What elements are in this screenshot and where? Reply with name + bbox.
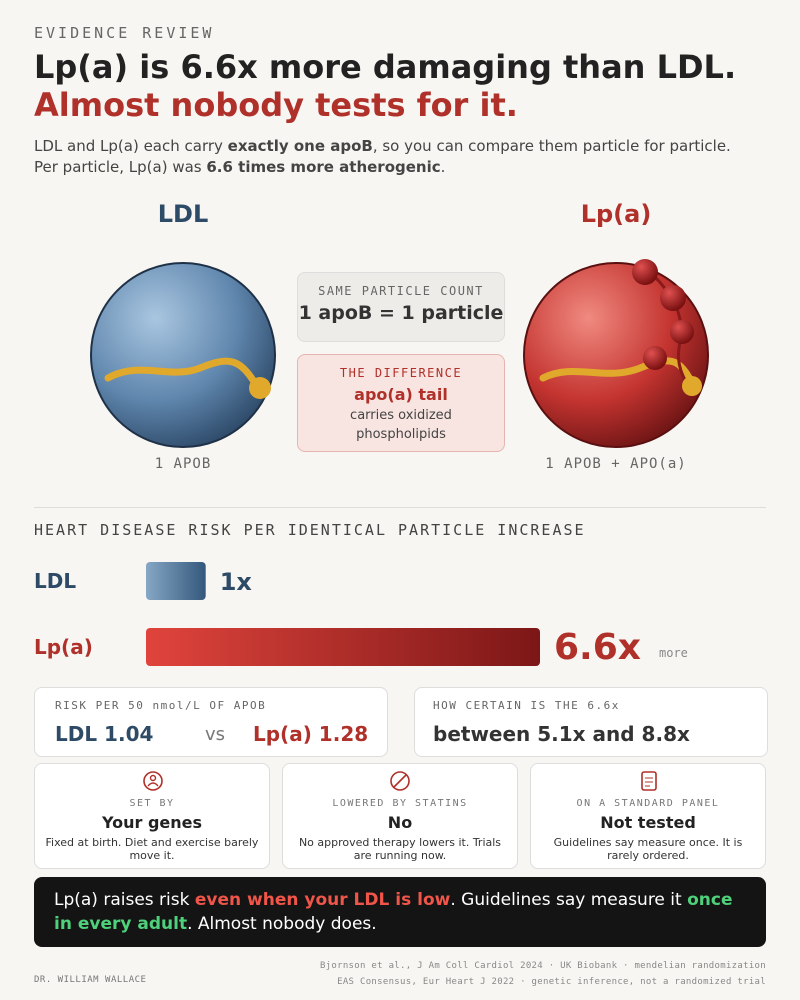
box-text: carries oxidized phospholipids xyxy=(350,408,452,442)
card-label: ON A STANDARD PANEL xyxy=(576,798,720,809)
bar xyxy=(146,628,540,666)
text: Lp(a) raises risk xyxy=(54,890,195,910)
value-label: 6.6x xyxy=(554,627,641,668)
apoa-tail xyxy=(644,268,692,389)
lpa-particle xyxy=(523,262,709,448)
card: ON A STANDARD PANEL Not tested Guidelines … xyxy=(530,763,766,869)
stat-box: HOW CERTAIN IS THE 6.6x between 5.1x and… xyxy=(414,687,768,757)
particle-caption: 1 APOB + APO(a) xyxy=(545,456,687,472)
headline: Lp(a) is 6.6x more damaging than LDL. Al… xyxy=(34,48,774,124)
kringle xyxy=(632,259,658,285)
text: LDL and Lp(a) each carry xyxy=(34,137,228,155)
card-text: Guidelines say measure once. It is rarel… xyxy=(553,836,743,862)
kringle xyxy=(660,285,686,311)
stat-box: RISK PER 50 nmol/L OF APOB LDL 1.04 vs L… xyxy=(34,687,388,757)
text: , so you can compare them particle for p… xyxy=(34,137,736,176)
particle-title: LDL xyxy=(157,200,209,228)
apob xyxy=(682,376,702,396)
text-accent: once in every adult xyxy=(54,890,739,934)
card-title: No xyxy=(387,813,413,832)
author: DR. WILLIAM WALLACE xyxy=(34,975,147,985)
text: . xyxy=(440,158,446,176)
bar-label: LDL xyxy=(34,569,76,593)
ref: EAS Consensus, Eur Heart J 2022 · geneti… xyxy=(337,977,766,987)
apob-strand xyxy=(104,357,262,392)
refs: Bjornson et al., J Am Coll Cardiol 2024 … xyxy=(320,958,766,990)
callout: Lp(a) raises risk even when your LDL is … xyxy=(34,877,766,947)
bar-chart: LDL 1x Lp(a) 6.6x more xyxy=(34,562,688,668)
text-bold: 6.6 times more atherogenic xyxy=(206,158,441,176)
section-title: HEART DISEASE RISK PER IDENTICAL PARTICL… xyxy=(34,521,586,539)
kicker: EVIDENCE REVIEW xyxy=(34,24,215,42)
stat-left: LDL 1.04 xyxy=(55,722,154,746)
box-title: apo(a) tail xyxy=(354,385,448,404)
ref: Bjornson et al., J Am Coll Cardiol 2024 … xyxy=(319,961,766,971)
headline-part: Lp(a) is 6.6x more damaging than LDL. xyxy=(34,48,737,86)
stat-label: RISK PER 50 nmol/L OF APOB xyxy=(55,699,267,712)
card: SET BY Your genes Fixed at birth. Diet and… xyxy=(34,763,270,869)
kringle xyxy=(670,320,694,344)
icon xyxy=(641,771,657,791)
value-label: 1x xyxy=(220,568,253,596)
stat-text: between 5.1x and 8.8x xyxy=(433,722,690,746)
stat-vs: vs xyxy=(205,724,226,745)
bar xyxy=(146,562,206,600)
icon xyxy=(143,771,163,791)
card-title: Not tested xyxy=(600,813,696,832)
bar-label: Lp(a) xyxy=(34,635,93,659)
particle-caption: 1 APOB xyxy=(154,456,212,472)
kringle xyxy=(643,346,667,370)
card-label: SET BY xyxy=(129,798,175,809)
stat-label: HOW CERTAIN IS THE 6.6x xyxy=(433,699,620,712)
card-text: No approved therapy lowers it. Trials ar… xyxy=(298,836,502,862)
card-label: LOWERED BY STATINS xyxy=(332,798,468,809)
card-text: Fixed at birth. Diet and exercise barely… xyxy=(45,836,259,862)
difference-box: THE DIFFERENCE apo(a) tail carries oxidi… xyxy=(297,354,505,452)
box-label: SAME PARTICLE COUNT xyxy=(318,284,484,298)
headline-accent: Almost nobody tests for it. xyxy=(34,86,518,124)
text: . Guidelines say measure it xyxy=(450,890,688,910)
text-bold: exactly one apoB xyxy=(227,137,373,155)
box-text: 1 apoB = 1 particle xyxy=(298,302,504,324)
box-label: THE DIFFERENCE xyxy=(339,366,463,380)
stat-right: Lp(a) 1.28 xyxy=(253,722,369,746)
text: . Almost nobody does. xyxy=(187,914,377,934)
icon xyxy=(390,771,410,791)
particle-title: Lp(a) xyxy=(580,200,652,228)
particles xyxy=(90,259,709,448)
same-box: SAME PARTICLE COUNT 1 apoB = 1 particle xyxy=(297,272,505,342)
card: LOWERED BY STATINS No No approved therapy … xyxy=(282,763,518,869)
apob xyxy=(249,377,271,399)
card-title: Your genes xyxy=(101,813,203,832)
text-accent: even when your LDL is low xyxy=(194,890,451,910)
intro: LDL and Lp(a) each carry exactly one apo… xyxy=(34,136,754,178)
ldl-particle xyxy=(90,262,276,448)
value-suffix: more xyxy=(659,646,688,660)
apob-strand xyxy=(539,357,700,394)
divider xyxy=(34,507,766,508)
